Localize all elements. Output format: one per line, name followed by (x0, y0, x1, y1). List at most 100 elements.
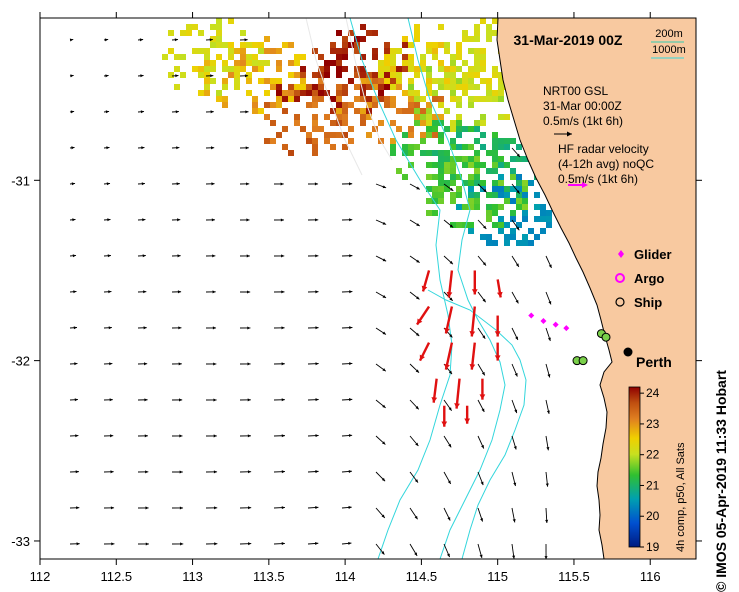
sst-cell (420, 54, 426, 60)
map-title: 31-Mar-2019 00Z (514, 32, 623, 48)
hf-arrow-head (464, 418, 471, 424)
gsl-arrow (171, 218, 181, 222)
gsl-arrow (545, 363, 551, 378)
gsl-arrow-head (349, 254, 353, 258)
perth-marker-icon (623, 347, 633, 357)
sst-cell (288, 84, 294, 90)
sst-cell (516, 156, 522, 162)
sst-cell (402, 54, 408, 60)
sst-cell (450, 174, 456, 180)
sst-cell (462, 60, 468, 66)
argo-legend-icon (615, 273, 625, 283)
sst-cell (426, 84, 432, 90)
gsl-arrow (137, 506, 149, 510)
gsl-arrow (477, 219, 487, 230)
sst-cell (546, 222, 552, 228)
gsl-arrow-head (143, 362, 148, 366)
sst-cell (342, 90, 348, 96)
sst-cell (450, 60, 456, 66)
gsl-arrow (511, 363, 518, 377)
hf-arrow-head (454, 403, 460, 409)
gsl-arrow (477, 327, 486, 340)
sst-cell (426, 102, 432, 108)
gsl-arrow-head (213, 362, 217, 366)
sst-cell (438, 60, 444, 66)
sst-cell (246, 72, 252, 78)
sst-cell (366, 114, 372, 120)
gsl-arrow-head (415, 369, 420, 373)
sst-cell (474, 174, 480, 180)
gsl-arrow-head (174, 38, 179, 42)
sst-cell (402, 66, 408, 72)
sst-cell (438, 102, 444, 108)
sst-cell (408, 108, 414, 114)
colorbar-tick-label: 21 (646, 478, 660, 492)
sst-cell (330, 108, 336, 114)
gsl-arrow (103, 506, 115, 510)
gsl-arrow (273, 470, 285, 474)
gsl-arrow (409, 219, 420, 227)
sst-cell (480, 78, 486, 84)
sst-cell (510, 168, 516, 174)
sst-cell (390, 60, 396, 66)
gsl-arrow (307, 326, 319, 330)
gsl-arrow-head (512, 555, 516, 559)
sst-cell (336, 60, 342, 66)
gsl-arrow-head (140, 110, 145, 114)
sst-cell (414, 114, 420, 120)
hf-arrow-head (446, 291, 453, 298)
gsl-arrow (137, 74, 144, 78)
gsl-arrow (205, 146, 215, 150)
sst-cell (444, 48, 450, 54)
sst-cell (450, 156, 456, 162)
sst-cell (192, 48, 198, 54)
colorbar-label: 4h comp, p50, All Sats (675, 442, 687, 552)
sst-cell (462, 156, 468, 162)
gsl-arrow (409, 255, 420, 264)
sst-cell (186, 24, 192, 30)
sst-cell (456, 42, 462, 48)
gsl-arrow-head (382, 404, 386, 408)
hf-arrow (446, 270, 454, 298)
sst-cell (246, 60, 252, 66)
gsl-arrow (69, 326, 78, 330)
sst-cell (468, 198, 474, 204)
gsl-arrow (443, 399, 452, 411)
sst-cell (498, 138, 504, 144)
sst-cell (510, 186, 516, 192)
hf-arrow-head (479, 394, 486, 400)
sst-cell (330, 96, 336, 102)
gsl-arrow (511, 543, 516, 559)
sst-cell (438, 120, 444, 126)
gsl-arrow-head (246, 254, 250, 258)
sst-cell (450, 198, 456, 204)
gsl-arrow (137, 470, 149, 474)
sst-cell (480, 162, 486, 168)
gsl-arrow-head (314, 182, 319, 186)
sst-cell (528, 180, 534, 186)
sst-cell (474, 30, 480, 36)
gsl-arrow-head (75, 434, 79, 438)
sst-cell (306, 90, 312, 96)
sst-cell (240, 42, 246, 48)
gsl-arrow-head (449, 187, 454, 191)
sst-cell (498, 156, 504, 162)
gsl-arrow-head (244, 74, 249, 78)
sst-cell (498, 96, 504, 102)
perth-label: Perth (636, 354, 672, 370)
gsl-arrow-head (106, 182, 111, 186)
sst-cell (390, 144, 396, 150)
gsl-arrow-head (514, 409, 518, 414)
gsl-arrow (137, 254, 146, 258)
sst-cell (276, 102, 282, 108)
sst-cell (366, 72, 372, 78)
sst-cell (264, 36, 270, 42)
gsl-arrow-head (209, 38, 213, 42)
sst-cell (480, 96, 486, 102)
gsl-arrow (341, 469, 352, 473)
sst-cell (312, 102, 318, 108)
gsl-arrow-head (513, 446, 517, 450)
sst-cell (360, 120, 366, 126)
sst-cell (438, 84, 444, 90)
sst-cell (468, 204, 474, 210)
